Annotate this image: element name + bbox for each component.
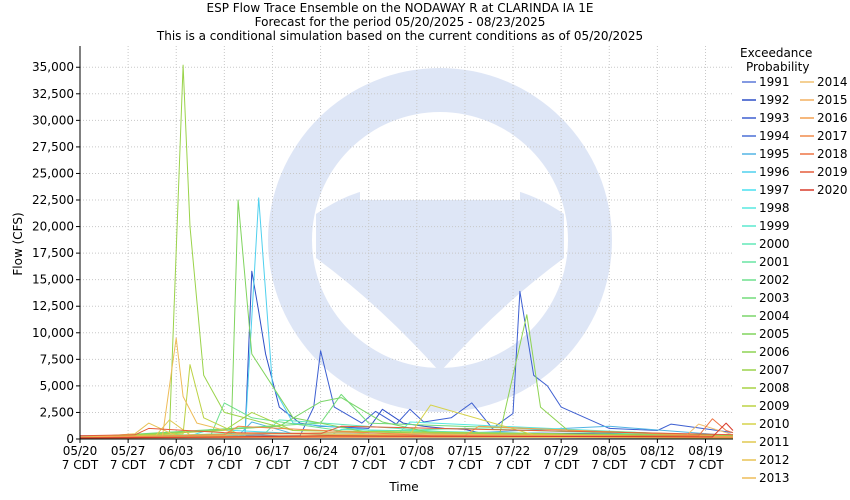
legend-label-2014: 2014 <box>817 75 848 89</box>
x-tick-label: 07/08 <box>400 444 435 458</box>
y-tick-label: 10,000 <box>32 326 74 340</box>
legend-label-2003: 2003 <box>759 291 790 305</box>
x-tick-sublabel: 7 CDT <box>254 458 291 472</box>
x-tick-sublabel: 7 CDT <box>591 458 628 472</box>
series-line-2014 <box>79 423 734 439</box>
legend-label-2005: 2005 <box>759 327 790 341</box>
y-tick-label: 27,500 <box>32 140 74 154</box>
y-tick-label: 22,500 <box>32 193 74 207</box>
legend-title-line-2: Probability <box>746 60 809 74</box>
x-tick-label: 08/12 <box>640 444 675 458</box>
x-tick-sublabel: 7 CDT <box>687 458 724 472</box>
plot-axes <box>79 46 733 440</box>
legend-label-1993: 1993 <box>759 111 790 125</box>
legend-label-1999: 1999 <box>759 219 790 233</box>
legend-label-1994: 1994 <box>759 129 790 143</box>
legend-label-2012: 2012 <box>759 453 790 467</box>
y-tick-label: 30,000 <box>32 113 74 127</box>
x-tick-sublabel: 7 CDT <box>62 458 99 472</box>
legend-label-2001: 2001 <box>759 255 790 269</box>
y-tick-label: 7,500 <box>40 352 74 366</box>
legend-label-1991: 1991 <box>759 75 790 89</box>
x-tick-sublabel: 7 CDT <box>495 458 532 472</box>
x-tick-label: 06/03 <box>159 444 194 458</box>
chart-title-line-2: Forecast for the period 05/20/2025 - 08/… <box>255 15 546 29</box>
series-line-2003 <box>79 393 734 438</box>
legend-label-2004: 2004 <box>759 309 790 323</box>
y-tick-label: 2,500 <box>40 405 74 419</box>
x-tick-label: 07/29 <box>544 444 579 458</box>
x-tick-sublabel: 7 CDT <box>543 458 580 472</box>
y-tick-label: 5,000 <box>40 379 74 393</box>
x-tick-sublabel: 7 CDT <box>447 458 484 472</box>
x-tick-label: 07/22 <box>496 444 531 458</box>
y-axis-ticks: 0 2,500 5,000 7,500 10,000 12,500 15,000 17,500… <box>32 60 80 446</box>
legend-label-2011: 2011 <box>759 435 790 449</box>
legend-label-2013: 2013 <box>759 471 790 485</box>
legend-label-1996: 1996 <box>759 165 790 179</box>
legend-label-1997: 1997 <box>759 183 790 197</box>
x-tick-label: 08/19 <box>688 444 723 458</box>
y-tick-label: 25,000 <box>32 166 74 180</box>
series-line-2019 <box>79 425 734 437</box>
x-tick-sublabel: 7 CDT <box>350 458 387 472</box>
x-tick-label: 07/01 <box>351 444 386 458</box>
legend-label-2016: 2016 <box>817 111 848 125</box>
series-lines <box>79 64 734 439</box>
x-tick-label: 06/17 <box>255 444 290 458</box>
x-tick-sublabel: 7 CDT <box>302 458 339 472</box>
x-tick-label: 06/24 <box>303 444 338 458</box>
legend-label-1998: 1998 <box>759 201 790 215</box>
chart-title-line-1: ESP Flow Trace Ensemble on the NODAWAY R… <box>207 1 594 15</box>
x-tick-label: 05/20 <box>63 444 98 458</box>
x-tick-label: 08/05 <box>592 444 627 458</box>
x-tick-sublabel: 7 CDT <box>639 458 676 472</box>
legend-label-2017: 2017 <box>817 129 848 143</box>
x-tick-label: 06/10 <box>207 444 242 458</box>
legend-label-1992: 1992 <box>759 93 790 107</box>
chart-title-line-3: This is a conditional simulation based o… <box>156 29 643 43</box>
series-line-2020 <box>79 422 734 439</box>
x-tick-sublabel: 7 CDT <box>206 458 243 472</box>
x-tick-label: 05/27 <box>111 444 146 458</box>
x-axis-title: Time <box>388 480 418 494</box>
x-tick-sublabel: 7 CDT <box>158 458 195 472</box>
legend-label-2015: 2015 <box>817 93 848 107</box>
legend-title-line-1: Exceedance <box>740 46 812 60</box>
noaa-watermark-logo <box>268 68 612 412</box>
x-tick-sublabel: 7 CDT <box>399 458 436 472</box>
legend-label-2000: 2000 <box>759 237 790 251</box>
series-line-1993 <box>80 290 734 437</box>
y-tick-label: 35,000 <box>32 60 74 74</box>
legend: 1991 1992 1993 1994 1995 1996 1997 1998 1999 2000… <box>742 75 848 485</box>
legend-label-1995: 1995 <box>759 147 790 161</box>
legend-label-2002: 2002 <box>759 273 790 287</box>
y-tick-label: 17,500 <box>32 246 74 260</box>
y-tick-label: 12,500 <box>32 299 74 313</box>
legend-label-2020: 2020 <box>817 183 848 197</box>
y-tick-label: 32,500 <box>32 87 74 101</box>
y-tick-label: 15,000 <box>32 273 74 287</box>
legend-label-2019: 2019 <box>817 165 848 179</box>
x-tick-sublabel: 7 CDT <box>110 458 147 472</box>
legend-label-2007: 2007 <box>759 363 790 377</box>
y-axis-title: Flow (CFS) <box>11 212 25 275</box>
legend-label-2010: 2010 <box>759 417 790 431</box>
y-tick-label: 20,000 <box>32 220 74 234</box>
legend-label-2006: 2006 <box>759 345 790 359</box>
series-line-2008 <box>79 411 734 439</box>
legend-label-2018: 2018 <box>817 147 848 161</box>
x-tick-label: 07/15 <box>448 444 483 458</box>
y-tick-label: 0 <box>66 432 74 446</box>
legend-label-2009: 2009 <box>759 399 790 413</box>
legend-label-2008: 2008 <box>759 381 790 395</box>
